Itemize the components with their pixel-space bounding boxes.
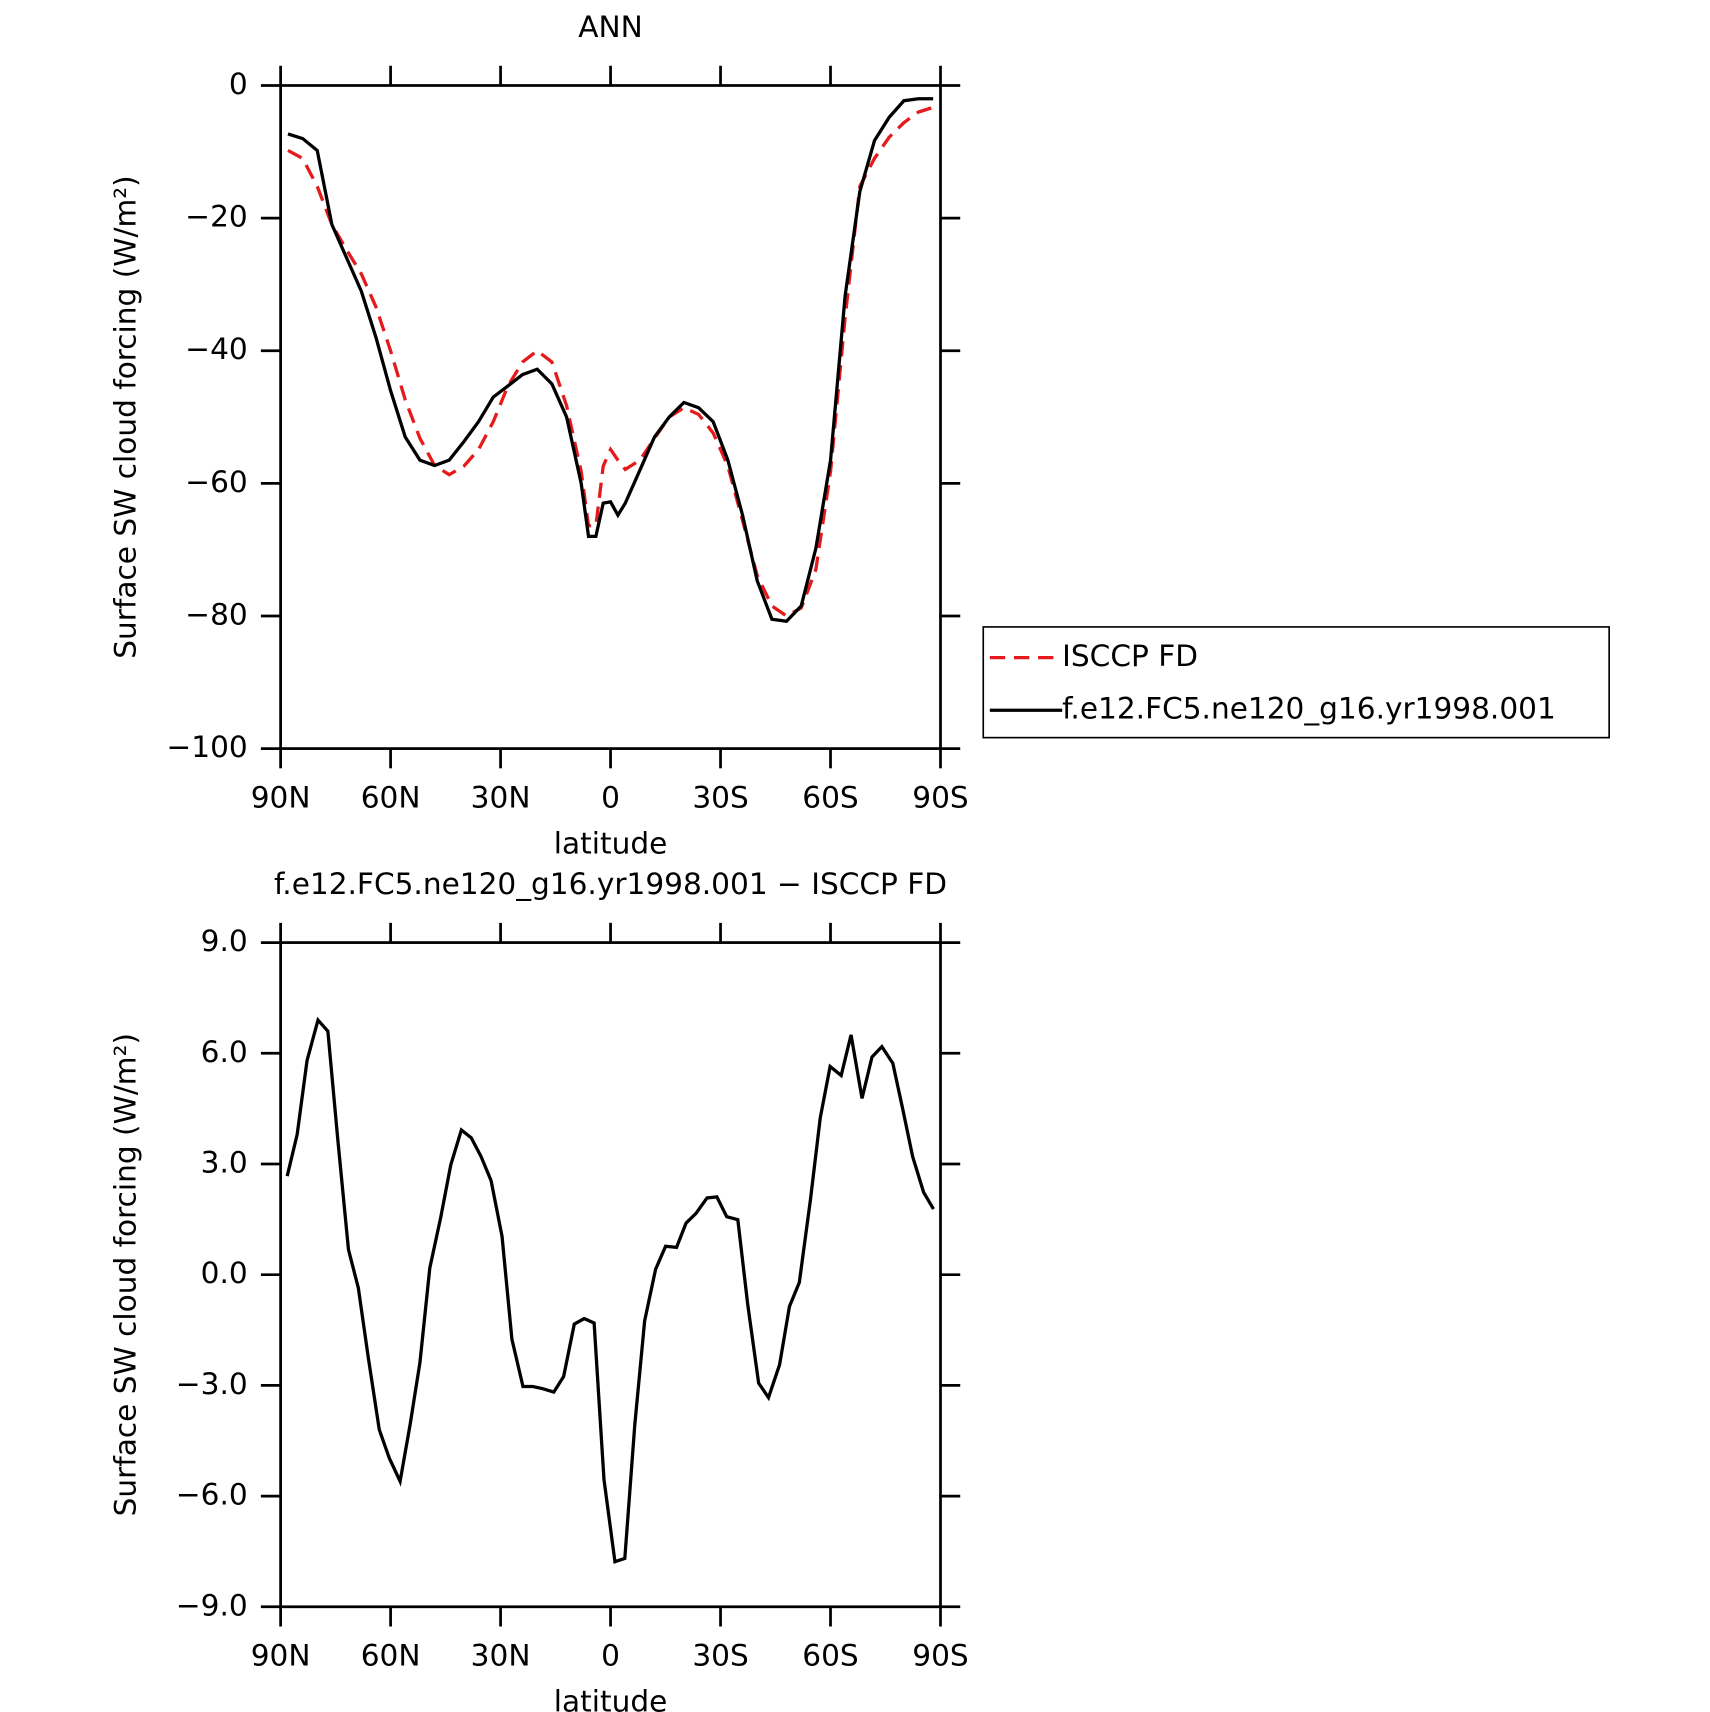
y-tick-label: −100 xyxy=(166,730,247,764)
x-tick-label: 30S xyxy=(692,781,748,815)
plot-frame xyxy=(279,941,942,1609)
y-axis-label: Surface SW cloud forcing (W/m²) xyxy=(109,1033,143,1516)
y-tick-label: 3.0 xyxy=(201,1145,248,1179)
y-tick-label: −6.0 xyxy=(176,1478,248,1512)
chart-title: ANN xyxy=(578,10,643,44)
legend-box xyxy=(982,626,1610,739)
y-tick-label: 9.0 xyxy=(201,924,248,958)
x-tick-label: 90S xyxy=(912,1639,968,1673)
x-axis-label: latitude xyxy=(554,827,667,861)
x-axis-label: latitude xyxy=(554,1685,667,1712)
x-tick-label: 60S xyxy=(802,781,858,815)
x-tick-label: 60S xyxy=(802,1639,858,1673)
y-tick-label: 0 xyxy=(229,67,248,101)
x-tick-label: 90N xyxy=(251,1639,311,1673)
y-tick-label: −9.0 xyxy=(176,1588,248,1622)
series-line xyxy=(285,1016,935,1564)
legend-label: ISCCP FD xyxy=(1062,639,1198,673)
y-tick-label: 0.0 xyxy=(201,1256,248,1290)
chart-title: f.e12.FC5.ne120_g16.yr1998.001 − ISCCP F… xyxy=(274,867,947,901)
x-tick-label: 0 xyxy=(601,1639,620,1673)
series-line xyxy=(287,105,934,618)
legend-label: f.e12.FC5.ne120_g16.yr1998.001 xyxy=(1062,692,1556,726)
plot-frame xyxy=(279,84,942,750)
y-tick-label: −3.0 xyxy=(176,1367,248,1401)
x-tick-label: 90N xyxy=(251,781,311,815)
y-tick-label: −80 xyxy=(185,597,247,631)
x-tick-label: 30S xyxy=(692,1639,748,1673)
y-tick-label: −60 xyxy=(185,465,247,499)
x-tick-label: 60N xyxy=(361,781,421,815)
x-tick-label: 0 xyxy=(601,781,620,815)
y-tick-label: −40 xyxy=(185,332,247,366)
y-tick-label: 6.0 xyxy=(201,1035,248,1069)
x-tick-label: 60N xyxy=(361,1639,421,1673)
x-tick-label: 90S xyxy=(912,781,968,815)
x-tick-label: 30N xyxy=(471,1639,531,1673)
y-tick-label: −20 xyxy=(185,200,247,234)
series-line xyxy=(287,97,934,623)
y-axis-label: Surface SW cloud forcing (W/m²) xyxy=(109,175,143,658)
x-tick-label: 30N xyxy=(471,781,531,815)
